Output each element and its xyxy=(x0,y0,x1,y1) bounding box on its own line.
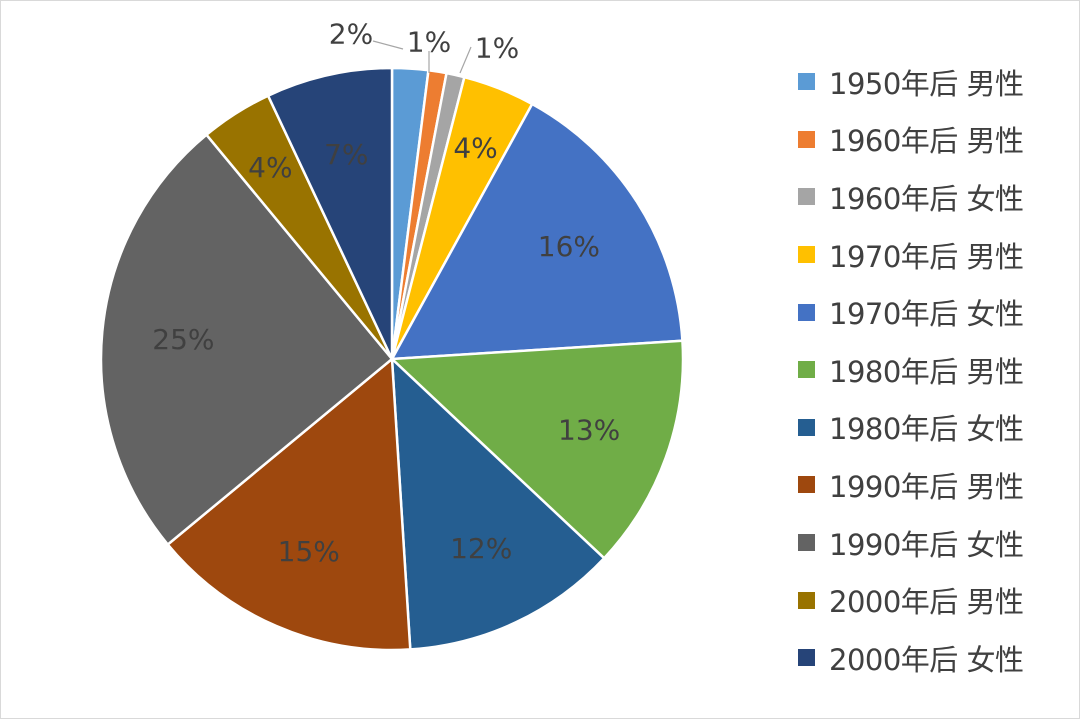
pie-slice xyxy=(389,339,685,560)
legend-label: 1980年后 男性 xyxy=(829,354,1024,389)
slice-data-label: 13% xyxy=(558,413,620,446)
legend-label: 1960年后 女性 xyxy=(829,181,1024,216)
legend-item: 2000年后 男性 xyxy=(798,571,1078,629)
legend: 1950年后 男性 1960年后 男性 1960年后 女性 1970年后 男性 1970… xyxy=(798,53,1078,687)
legend-swatch xyxy=(798,418,815,436)
slice-data-label: 25% xyxy=(152,323,214,356)
leader-line xyxy=(372,40,404,50)
pie-slice xyxy=(389,102,684,361)
slice-data-label: 12% xyxy=(450,532,512,565)
slice-data-label: 15% xyxy=(278,535,340,568)
legend-label: 1950年后 男性 xyxy=(829,66,1024,101)
slice-data-label: 1% xyxy=(407,26,451,59)
legend-swatch xyxy=(798,73,815,91)
legend-label: 1960年后 男性 xyxy=(829,124,1024,159)
legend-swatch xyxy=(798,188,815,206)
slice-data-label: 4% xyxy=(248,151,292,184)
legend-label: 1970年后 男性 xyxy=(829,239,1024,274)
slice-data-label: 4% xyxy=(453,131,497,164)
legend-item: 1990年后 男性 xyxy=(798,456,1078,514)
legend-label: 1990年后 女性 xyxy=(829,527,1024,562)
legend-label: 2000年后 女性 xyxy=(829,642,1024,677)
legend-item: 1990年后 女性 xyxy=(798,514,1078,572)
legend-swatch xyxy=(798,649,815,667)
legend-item: 1950年后 男性 xyxy=(798,53,1078,111)
legend-item: 1970年后 女性 xyxy=(798,283,1078,341)
pie-slice xyxy=(166,356,412,652)
legend-label: 1980年后 女性 xyxy=(829,412,1024,447)
legend-item: 2000年后 女性 xyxy=(798,629,1078,687)
legend-swatch xyxy=(798,303,815,321)
pie-slice xyxy=(99,133,394,547)
legend-label: 1990年后 男性 xyxy=(829,469,1024,504)
legend-swatch xyxy=(798,130,815,148)
slice-data-label: 1% xyxy=(475,32,519,65)
legend-item: 1960年后 女性 xyxy=(798,168,1078,226)
legend-item: 1980年后 男性 xyxy=(798,341,1078,399)
legend-label: 1970年后 女性 xyxy=(829,297,1024,332)
slice-data-label: 16% xyxy=(538,230,600,263)
legend-item: 1960年后 男性 xyxy=(798,111,1078,169)
legend-swatch xyxy=(798,476,815,494)
slice-data-label: 7% xyxy=(324,138,368,171)
legend-label: 2000年后 男性 xyxy=(829,585,1024,620)
legend-swatch xyxy=(798,591,815,609)
pie-chart: 2% 1% 1% 4% 16% 13% 12% 15% 25% 4% 7% xyxy=(99,18,685,652)
pie-slice xyxy=(266,66,394,360)
leader-line xyxy=(459,46,472,74)
legend-item: 1970年后 男性 xyxy=(798,226,1078,284)
legend-item: 1980年后 女性 xyxy=(798,399,1078,457)
legend-swatch xyxy=(798,361,815,379)
slice-data-label: 2% xyxy=(329,18,373,51)
legend-swatch xyxy=(798,246,815,264)
legend-swatch xyxy=(798,534,815,552)
pie-slice xyxy=(390,355,606,651)
